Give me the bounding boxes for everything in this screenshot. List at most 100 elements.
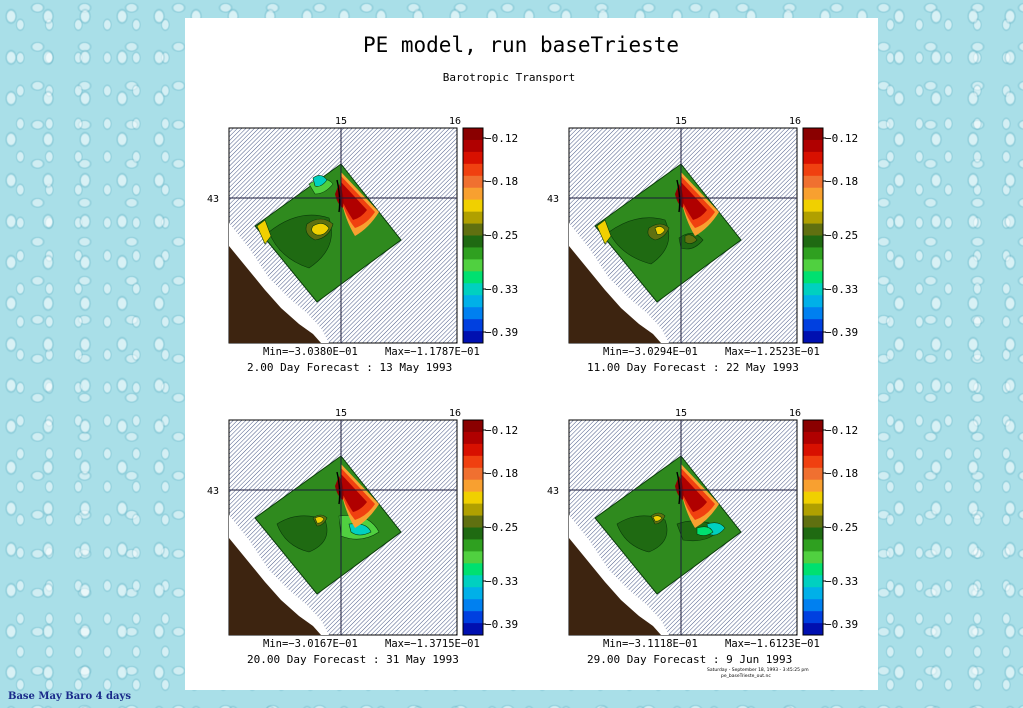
colorbar-swatch — [803, 319, 823, 332]
lon-label-16: 16 — [449, 408, 461, 419]
colorbar-label: −0.39 — [825, 326, 858, 339]
colorbar-label: −0.18 — [485, 175, 518, 188]
colorbar: −0.12 −0.18 −0.25 −0.33 −0.39 — [802, 127, 858, 344]
colorbar-swatch — [463, 319, 483, 332]
colorbar-swatch — [463, 455, 483, 469]
colorbar-swatch — [463, 575, 483, 588]
lon-label-16: 16 — [789, 116, 801, 127]
colorbar-swatch — [463, 563, 483, 576]
colorbar-label: −0.33 — [825, 283, 858, 296]
forecast-caption: 2.00 Day Forecast : 13 May 1993 — [247, 361, 452, 374]
contour-region — [652, 515, 663, 522]
colorbar-swatch — [803, 575, 823, 588]
colorbar-swatch — [803, 587, 823, 600]
figure-panel: PE model, run baseTrieste Barotropic Tra… — [185, 18, 878, 690]
land-mass — [229, 246, 321, 343]
colorbar-label: −0.39 — [485, 618, 518, 631]
colorbar-swatch — [463, 431, 483, 445]
colorbar-swatch — [803, 503, 823, 516]
colorbar-swatch — [803, 431, 823, 445]
colorbar-label: −0.33 — [485, 575, 518, 588]
colorbar-swatch — [803, 491, 823, 504]
contour-region — [276, 515, 328, 553]
colorbar-swatch — [463, 199, 483, 212]
land-mass — [569, 246, 661, 343]
colorbar-swatch — [463, 420, 483, 433]
colorbar-swatch — [803, 515, 823, 528]
contour-region — [256, 219, 272, 245]
colorbar-swatch — [463, 271, 483, 284]
colorbar-label: −0.33 — [485, 283, 518, 296]
colorbar-swatch — [463, 479, 483, 492]
colorbar-swatch — [803, 295, 823, 308]
figure-svg: PE model, run baseTrieste Barotropic Tra… — [207, 33, 858, 679]
colorbar-swatch — [463, 331, 483, 344]
colorbar-swatch — [803, 479, 823, 492]
lat-label-43: 43 — [207, 194, 219, 205]
high-transport-wedge — [335, 172, 379, 236]
forecast-plot: 15 16 43 −0.12 −0.18 −0.25 −0.33 −0.39 Min=−3.01… — [207, 408, 518, 666]
colorbar-swatch — [463, 247, 483, 260]
lon-label-15: 15 — [335, 408, 347, 419]
colorbar-swatch — [463, 623, 483, 636]
colorbar-swatch — [803, 128, 823, 141]
file-stamp: pe_baseTrieste_out.nc — [721, 673, 771, 679]
forecast-caption: 20.00 Day Forecast : 31 May 1993 — [247, 653, 459, 666]
colorbar-swatch — [803, 611, 823, 624]
forecast-caption: 11.00 Day Forecast : 22 May 1993 — [587, 361, 799, 374]
colorbar-label: −0.39 — [485, 326, 518, 339]
colorbar-swatch — [463, 151, 483, 165]
colorbar-swatch — [803, 331, 823, 344]
colorbar-swatch — [463, 283, 483, 296]
colorbar-swatch — [463, 599, 483, 612]
colorbar: −0.12 −0.18 −0.25 −0.33 −0.39 — [462, 419, 518, 636]
high-transport-wedge — [675, 172, 719, 236]
forecast-plot: 15 16 43 −0.12 −0.18 −0.25 −0.33 −0.39 Min=−3.02… — [547, 116, 858, 374]
figure-title: PE model, run baseTrieste — [363, 33, 679, 57]
footer-caption: Base May Baro 4 days — [8, 691, 131, 702]
land-mass — [229, 538, 321, 635]
land-mass — [569, 538, 661, 635]
forecast-caption: 29.00 Day Forecast : 9 Jun 1993 — [587, 653, 792, 666]
min-value-label: Min=−3.1118E−01 — [603, 638, 698, 650]
timestamp-stamp: Saturday - September 18, 1993 - 3:45:25 … — [707, 667, 809, 673]
colorbar-swatch — [463, 503, 483, 516]
colorbar-swatch — [463, 539, 483, 552]
colorbar-swatch — [803, 467, 823, 481]
colorbar: −0.12 −0.18 −0.25 −0.33 −0.39 — [462, 127, 518, 344]
max-value-label: Max=−1.1787E−01 — [385, 346, 480, 358]
colorbar-swatch — [463, 527, 483, 540]
colorbar-swatch — [803, 539, 823, 552]
colorbar-swatch — [803, 199, 823, 212]
contour-region — [596, 219, 612, 245]
colorbar-swatch — [463, 175, 483, 189]
contour-region — [312, 175, 328, 187]
colorbar-swatch — [803, 151, 823, 165]
colorbar-swatch — [803, 247, 823, 260]
colorbar-swatch — [803, 175, 823, 189]
contour-region — [616, 515, 668, 553]
max-value-label: Max=−1.2523E−01 — [725, 346, 820, 358]
colorbar-label: −0.12 — [485, 424, 518, 437]
colorbar-label: −0.12 — [485, 132, 518, 145]
colorbar-swatch — [463, 587, 483, 600]
colorbar-label: −0.25 — [825, 229, 858, 242]
colorbar-swatch — [803, 139, 823, 153]
colorbar: −0.12 −0.18 −0.25 −0.33 −0.39 — [802, 419, 858, 636]
lat-label-43: 43 — [207, 486, 219, 497]
colorbar-swatch — [803, 551, 823, 564]
colorbar-swatch — [463, 128, 483, 141]
colorbar-swatch — [463, 163, 483, 177]
lon-label-15: 15 — [335, 116, 347, 127]
colorbar-swatch — [463, 491, 483, 504]
colorbar-swatch — [463, 611, 483, 624]
colorbar-swatch — [463, 211, 483, 224]
figure-subtitle: Barotropic Transport — [443, 71, 575, 84]
colorbar-swatch — [463, 551, 483, 564]
colorbar-swatch — [463, 259, 483, 272]
colorbar-label: −0.12 — [825, 424, 858, 437]
colorbar-swatch — [803, 283, 823, 296]
contour-region — [654, 226, 666, 235]
colorbar-swatch — [803, 271, 823, 284]
colorbar-swatch — [803, 223, 823, 236]
